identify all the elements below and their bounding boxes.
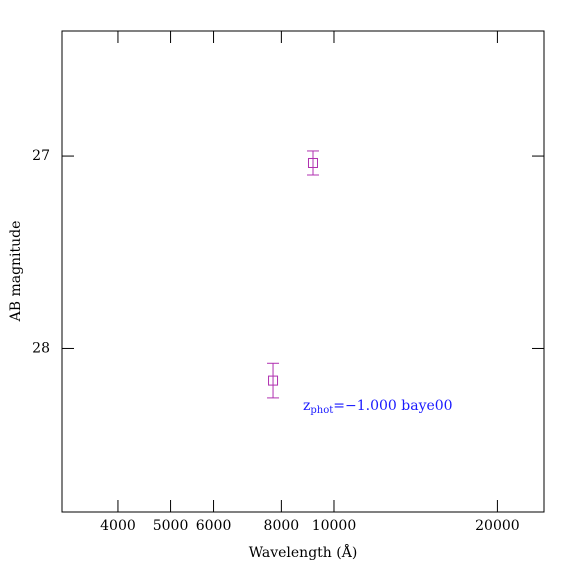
x-axis-label: Wavelength (Å) (249, 543, 358, 561)
x-tick-label: 20000 (475, 518, 520, 534)
y-tick-label: 28 (32, 340, 50, 356)
point (307, 157, 318, 168)
point (268, 375, 279, 386)
annotation-main: z (303, 398, 310, 414)
annotation-rest: =−1.000 baye00 (333, 398, 452, 414)
annotation: zphot=−1.000 baye00 (303, 398, 453, 416)
y-tick-label: 27 (32, 148, 50, 164)
plot-frame (61, 30, 545, 513)
x-tick-label: 6000 (196, 518, 232, 534)
x-tick-label: 10000 (312, 518, 357, 534)
x-tick-label: 8000 (264, 518, 300, 534)
x-tick-label: 5000 (153, 518, 189, 534)
y-axis-label: AB magnitude (8, 221, 24, 323)
annotation-sub: phot (310, 405, 333, 416)
x-tick-label: 4000 (100, 518, 136, 534)
